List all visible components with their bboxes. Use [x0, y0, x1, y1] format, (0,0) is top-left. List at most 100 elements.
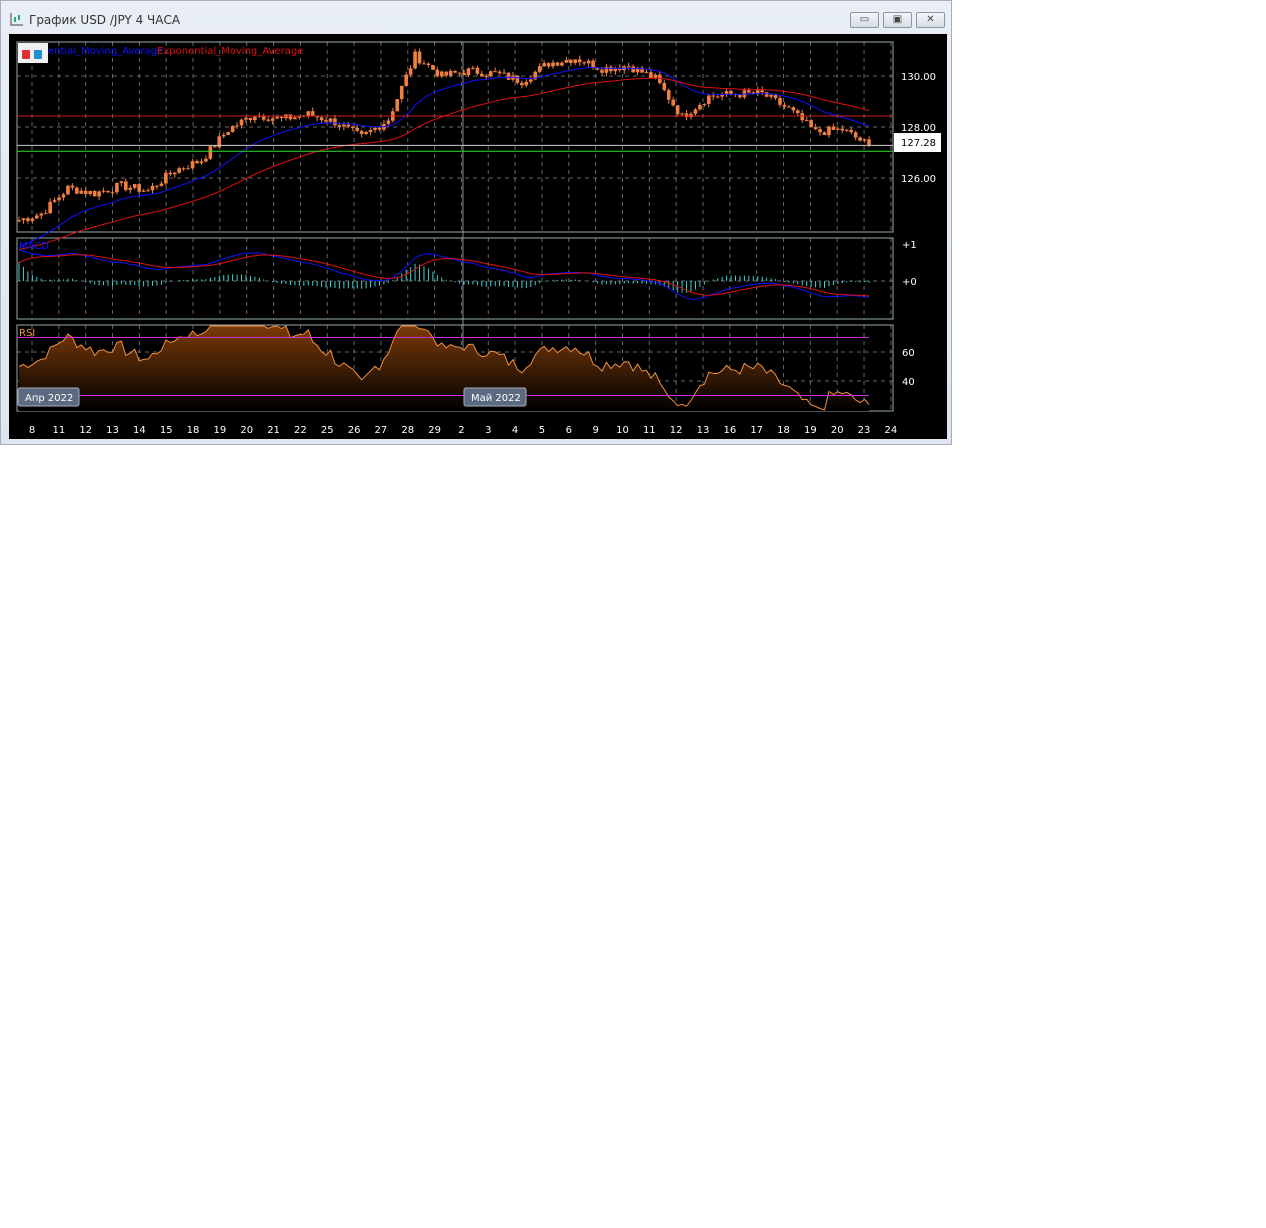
- candle: [729, 91, 733, 95]
- candle: [43, 213, 48, 215]
- chart-svg[interactable]: ential_Moving_Average Exponential_Moving…: [9, 34, 947, 439]
- x-tick-label: 12: [670, 425, 683, 436]
- price-tick: 128.00: [901, 123, 936, 134]
- x-tick-label: 23: [858, 425, 871, 436]
- candle: [355, 127, 360, 131]
- x-tick-label: 12: [79, 425, 92, 436]
- candle: [773, 94, 778, 99]
- x-tick-label: 10: [616, 425, 629, 436]
- x-tick-label: 13: [106, 425, 119, 436]
- candle: [658, 74, 662, 83]
- x-tick-label: 16: [723, 425, 736, 436]
- macd-panel: [16, 237, 894, 320]
- macd-tick: +1: [902, 240, 917, 251]
- candle: [720, 94, 724, 97]
- chart-icon: [10, 13, 23, 26]
- candle: [524, 81, 529, 86]
- candle: [689, 113, 693, 118]
- candle: [867, 139, 871, 146]
- candle: [471, 67, 475, 69]
- candle: [787, 106, 791, 108]
- candle: [448, 70, 453, 76]
- candle: [635, 67, 640, 73]
- window-title: График USD /JPY 4 ЧАСА: [29, 13, 181, 27]
- macd-tick: +0: [902, 277, 917, 288]
- candle: [261, 115, 266, 120]
- chart-area[interactable]: ential_Moving_Average Exponential_Moving…: [9, 34, 947, 439]
- candle: [822, 132, 827, 136]
- x-tick-label: 11: [52, 425, 65, 436]
- candle: [217, 136, 222, 148]
- x-tick-label: 8: [29, 425, 35, 436]
- x-tick-label: 20: [240, 425, 253, 436]
- candle: [293, 117, 297, 120]
- candle: [275, 116, 279, 119]
- candle: [475, 67, 480, 74]
- candle: [146, 190, 150, 192]
- candle: [110, 192, 115, 194]
- candle: [422, 63, 426, 65]
- x-tick-label: 3: [485, 425, 491, 436]
- candle: [408, 68, 413, 75]
- candle: [862, 139, 867, 141]
- candle: [684, 113, 689, 118]
- price-tick: 126.00: [901, 174, 936, 185]
- candle: [604, 66, 609, 73]
- candle: [119, 181, 124, 184]
- candle: [270, 118, 275, 121]
- close-button[interactable]: ✕: [916, 12, 945, 28]
- candle: [577, 59, 582, 63]
- ema-fast-line: [18, 66, 870, 249]
- candle: [724, 91, 729, 95]
- candle: [520, 82, 524, 86]
- candle: [79, 190, 84, 194]
- restore-button[interactable]: ▣: [883, 12, 912, 28]
- candle: [168, 172, 173, 175]
- month-label-text: Май 2022: [471, 393, 521, 404]
- rsi-line: [18, 325, 870, 411]
- x-tick-label: 29: [428, 425, 441, 436]
- candle: [666, 90, 671, 100]
- candle: [698, 104, 702, 110]
- candle: [253, 116, 257, 121]
- candle: [769, 94, 773, 97]
- candle: [675, 105, 680, 115]
- candle: [671, 99, 675, 106]
- candle: [631, 66, 635, 73]
- price-panel: [16, 41, 894, 233]
- candle: [653, 74, 658, 78]
- candle: [306, 111, 311, 116]
- rsi-label: RSI: [19, 328, 35, 339]
- candle: [858, 137, 862, 141]
- x-tick-label: 17: [750, 425, 763, 436]
- candle: [426, 63, 431, 66]
- x-tick-label: 28: [401, 425, 414, 436]
- candle: [350, 126, 355, 128]
- x-tick-label: 18: [777, 425, 790, 436]
- candle: [213, 146, 217, 148]
- candle: [137, 184, 141, 192]
- candle: [226, 131, 230, 135]
- candle: [88, 190, 93, 194]
- minimize-button[interactable]: ▭: [850, 12, 879, 28]
- x-tick-label: 20: [831, 425, 844, 436]
- candle: [702, 103, 707, 105]
- candle: [542, 63, 546, 67]
- candle: [515, 75, 520, 83]
- candle: [190, 161, 195, 169]
- candle: [617, 67, 622, 71]
- candle: [333, 118, 337, 126]
- x-tick-label: 6: [566, 425, 572, 436]
- price-tick: 130.00: [901, 72, 936, 83]
- candle: [297, 115, 302, 118]
- candle: [778, 98, 782, 105]
- current-price-badge: [894, 133, 941, 152]
- x-tick-label: 11: [643, 425, 656, 436]
- candle: [124, 181, 128, 190]
- candle: [199, 161, 204, 164]
- candle: [831, 126, 836, 130]
- candle: [266, 119, 271, 121]
- candle: [564, 59, 569, 63]
- candle: [115, 183, 119, 193]
- candle: [52, 200, 57, 202]
